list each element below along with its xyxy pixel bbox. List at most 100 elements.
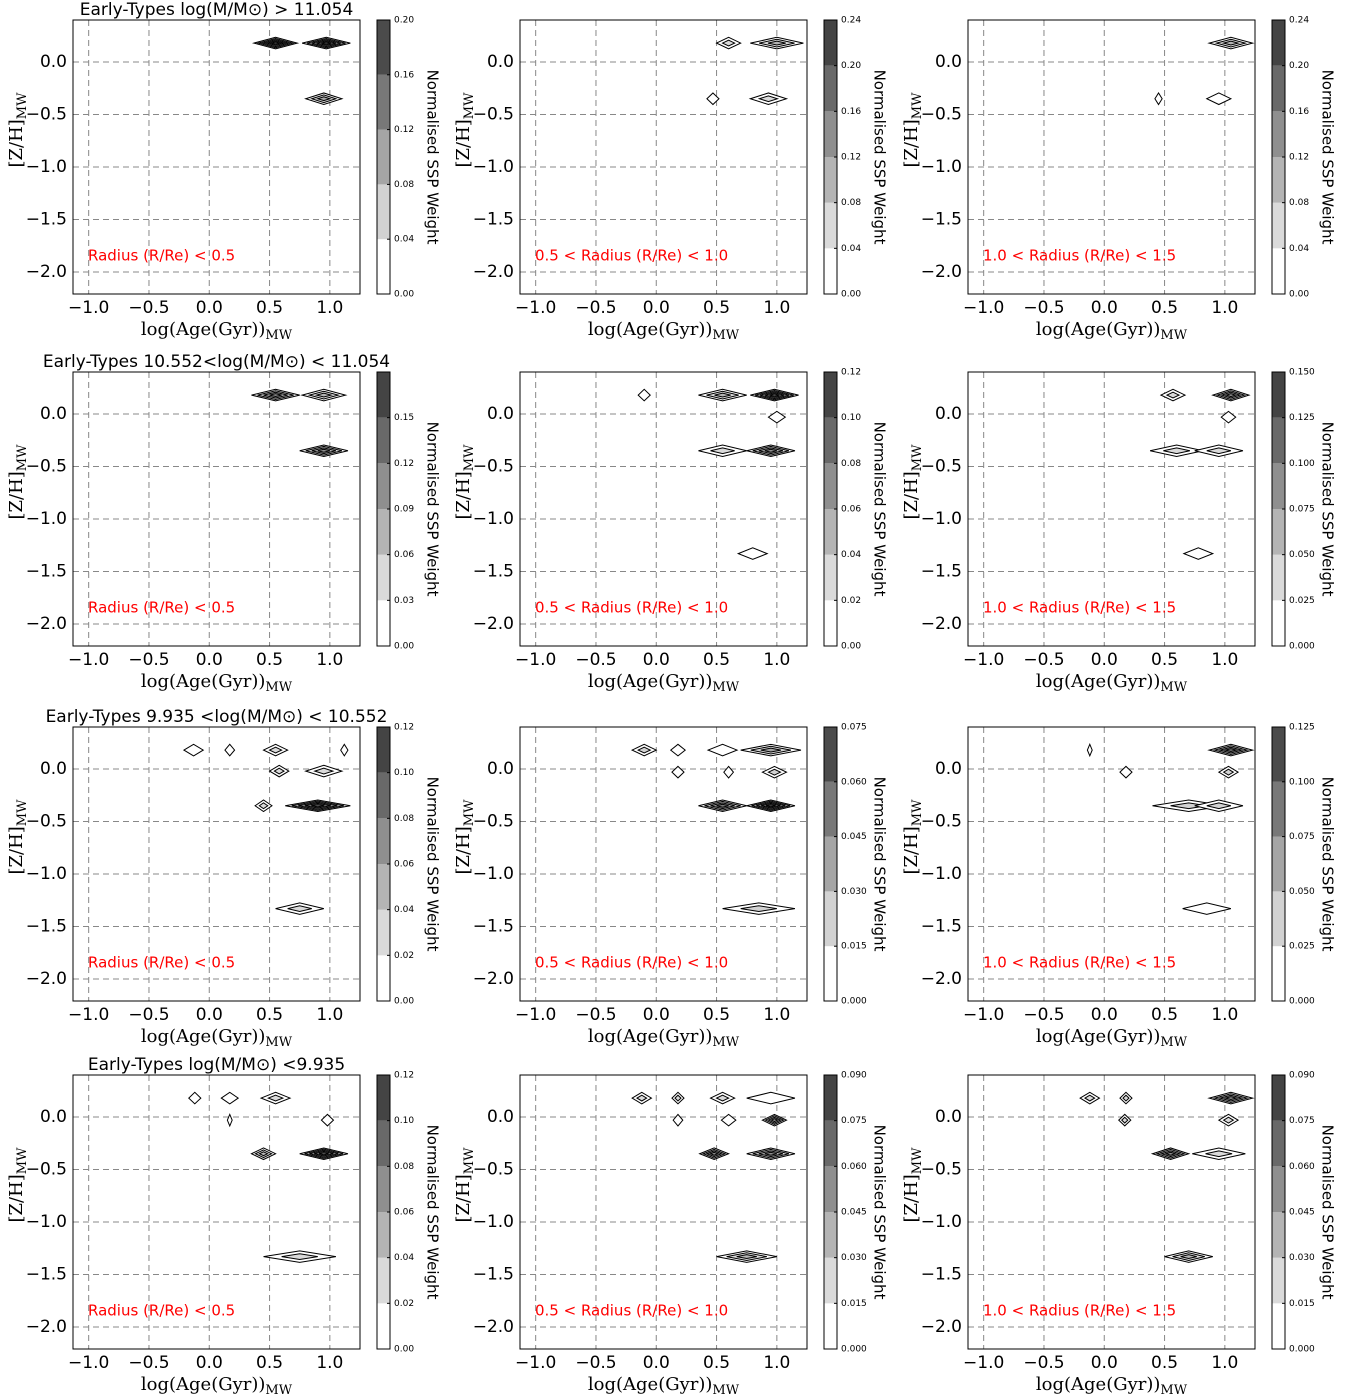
x-tick-label: 0.0 — [1091, 650, 1118, 670]
colorbar-band — [824, 111, 837, 157]
y-axis-label-main: [Z/H] — [6, 1174, 27, 1222]
colorbar-tick-label: 0.060 — [841, 1162, 867, 1172]
y-axis-label-main: [Z/H] — [453, 119, 474, 167]
contour-blob — [761, 1113, 788, 1127]
x-tick-label: −0.5 — [128, 298, 169, 318]
contour-blob — [669, 743, 687, 757]
x-tick-label: 0.0 — [196, 1005, 223, 1025]
contour-blob — [1192, 1147, 1246, 1161]
x-axis-label-sub: MW — [265, 680, 292, 695]
x-tick-label: −0.5 — [1023, 298, 1064, 318]
x-axis-label-main: log(Age(Gyr)) — [588, 671, 713, 692]
x-tick-label: −1.0 — [515, 1005, 556, 1025]
contour-blob — [250, 1147, 277, 1161]
plot-frame — [72, 726, 361, 1002]
y-tick-label: 0.0 — [40, 404, 67, 424]
y-tick-label: 0.0 — [935, 52, 962, 72]
contour-level — [757, 95, 780, 103]
colorbar-tick-label: 0.15 — [394, 413, 414, 423]
colorbar-tick-label: 0.015 — [841, 942, 867, 952]
contour-level — [715, 1094, 730, 1102]
contour-level — [313, 767, 335, 775]
colorbar-tick-label: 0.000 — [841, 997, 867, 1007]
colorbar-tick-label: 0.06 — [841, 505, 861, 515]
x-tick-label: 0.5 — [256, 298, 283, 318]
colorbar-tick-label: 0.150 — [1289, 368, 1315, 378]
y-tick-label: 0.0 — [40, 759, 67, 779]
plot-area — [73, 1075, 360, 1349]
plot-frame — [967, 19, 1256, 295]
contour-blob — [671, 1091, 685, 1105]
colorbar-tick-label: 0.030 — [841, 887, 867, 897]
x-axis-label-main: log(Age(Gyr)) — [1036, 1374, 1161, 1395]
x-tick-label: −1.0 — [515, 1353, 556, 1373]
x-tick-label: 0.5 — [703, 1005, 730, 1025]
contour-level — [314, 392, 334, 398]
y-tick-label: −1.5 — [921, 1264, 962, 1284]
colorbar-tick-label: 0.030 — [1289, 1253, 1315, 1263]
x-tick-label: −0.5 — [1023, 1353, 1064, 1373]
contour-level — [320, 1113, 335, 1127]
colorbar-tick-label: 0.08 — [841, 198, 861, 208]
colorbar-band — [377, 372, 390, 418]
x-axis-label-main: log(Age(Gyr)) — [588, 1026, 713, 1047]
colorbar-band — [824, 836, 837, 892]
y-axis-label-sub: MW — [462, 92, 477, 119]
contour-blob — [750, 36, 804, 50]
y-tick-label: −1.5 — [921, 916, 962, 936]
plot-area — [520, 727, 807, 1001]
contour-level — [760, 747, 781, 753]
colorbar-band — [1272, 111, 1285, 157]
colorbar-tick-label: 0.04 — [394, 905, 414, 915]
y-axis-label-sub: MW — [462, 444, 477, 471]
colorbar-tick-label: 0.12 — [394, 723, 414, 733]
y-tick-label: −1.0 — [921, 509, 962, 529]
contour-level — [224, 743, 236, 757]
contour-blob — [299, 1147, 349, 1161]
colorbar-tick-label: 0.100 — [1289, 459, 1315, 469]
radius-annotation: Radius (R/Re) < 0.5 — [88, 247, 235, 265]
x-axis-label-sub: MW — [1160, 328, 1187, 343]
y-tick-label: −1.5 — [921, 209, 962, 229]
x-tick-label: 1.0 — [316, 1005, 343, 1025]
colorbar-band — [1272, 836, 1285, 892]
plot-frame — [967, 371, 1256, 647]
colorbar-tick-label: 0.08 — [1289, 198, 1309, 208]
x-axis-label-sub: MW — [1160, 680, 1187, 695]
contour-blob — [637, 388, 651, 402]
y-tick-label: −2.0 — [921, 262, 962, 282]
y-tick-label: −1.5 — [26, 916, 67, 936]
contour-level — [1221, 40, 1241, 46]
colorbar-band — [1272, 65, 1285, 112]
colorbar-tick-label: 0.00 — [841, 642, 861, 652]
contour-level — [269, 393, 282, 398]
x-axis-label-sub: MW — [265, 1035, 292, 1050]
colorbar-tick-label: 0.04 — [841, 550, 861, 560]
y-tick-label: −2.0 — [473, 262, 514, 282]
contour-blob — [722, 902, 796, 915]
contour-level — [188, 1091, 202, 1105]
colorbar-tick-label: 0.06 — [394, 550, 414, 560]
colorbar-tick-label: 0.075 — [1289, 1116, 1315, 1126]
colorbar-band — [1272, 157, 1285, 203]
contour-level — [1180, 1254, 1197, 1260]
y-axis-label-main: [Z/H] — [901, 1174, 922, 1222]
y-tick-label: −0.5 — [473, 811, 514, 831]
y-tick-label: −2.0 — [473, 614, 514, 634]
panel: −1.0 −0.5 0.0 0.5 1.0 0.0 −0.5 −1.0 −1.5 −2.0 Earl… — [6, 1055, 442, 1396]
contour-level — [1086, 743, 1093, 758]
contour-level — [714, 392, 731, 398]
contour-level — [1222, 1116, 1235, 1124]
x-tick-label: 0.5 — [1151, 1005, 1178, 1025]
colorbar-band — [1272, 417, 1285, 464]
contour-blob — [300, 388, 348, 402]
contour-level — [1205, 1150, 1233, 1158]
plot-frame — [519, 371, 808, 647]
colorbar-tick-label: 0.125 — [1289, 413, 1315, 423]
contour-blob — [706, 743, 739, 757]
contour-blob — [251, 36, 300, 50]
radius-annotation: 0.5 < Radius (R/Re) < 1.0 — [535, 1302, 728, 1320]
colorbar-tick-label: 0.025 — [1289, 942, 1315, 952]
contour-level — [311, 804, 325, 808]
panel: −1.0 −0.5 0.0 0.5 1.0 0.0 −0.5 −1.0 −1.5 −2.0 Earl… — [6, 0, 442, 343]
